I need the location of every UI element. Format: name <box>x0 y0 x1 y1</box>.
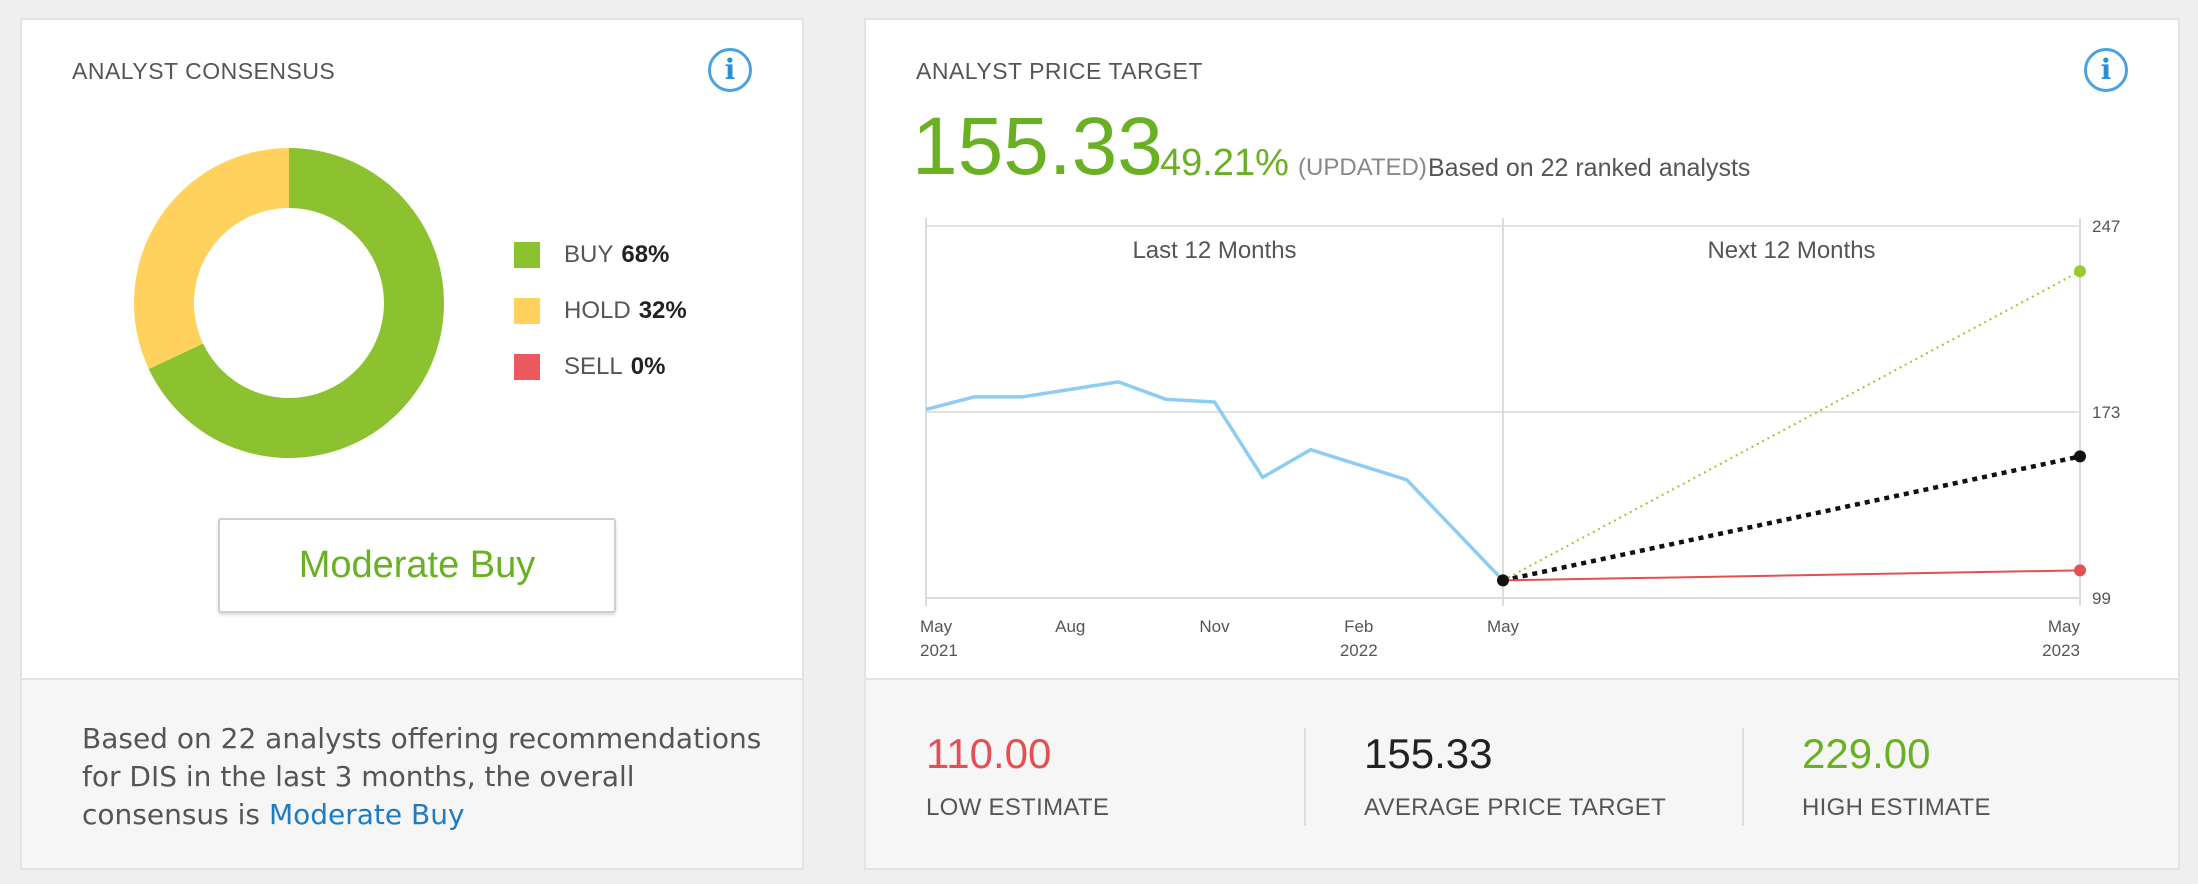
high-estimate-label: HIGH ESTIMATE <box>1802 794 1991 821</box>
legend-value-hold: 32% <box>638 297 687 324</box>
legend-item-buy: BUY 68% <box>514 240 669 270</box>
x-tick-year: 2021 <box>920 641 958 660</box>
info-icon[interactable]: i <box>708 48 752 92</box>
hold-swatch <box>514 298 540 324</box>
forecast-point-high <box>2074 265 2086 278</box>
donut-slice-buy <box>148 148 444 458</box>
estimate-divider <box>1304 728 1306 826</box>
current-price-point <box>1497 574 1509 587</box>
info-icon[interactable]: i <box>2084 48 2128 92</box>
forecast-line-average <box>1502 454 2081 583</box>
legend-label-buy: BUY <box>564 241 614 268</box>
average-estimate: 155.33 AVERAGE PRICE TARGET <box>1364 730 1666 822</box>
analyst-count-text: Based on 22 ranked analysts <box>1428 154 1751 182</box>
price-target-upside: 49.21% <box>1160 142 1289 184</box>
legend-item-hold: HOLD 32% <box>514 296 687 326</box>
low-estimate: 110.00 LOW ESTIMATE <box>926 730 1109 822</box>
price-target-footer <box>866 678 2178 868</box>
consensus-donut-chart <box>134 148 444 458</box>
estimate-divider <box>1742 728 1744 826</box>
forecast-line-high <box>1502 270 2081 582</box>
consensus-rating-link[interactable]: Moderate Buy <box>268 798 465 831</box>
y-tick-label: 247 <box>2092 217 2120 236</box>
consensus-footer: Based on 22 analysts offering recommenda… <box>22 678 802 868</box>
low-estimate-label: LOW ESTIMATE <box>926 794 1110 821</box>
buy-swatch <box>514 242 540 268</box>
x-tick-month: Aug <box>1055 617 1085 636</box>
consensus-summary: Based on 22 analysts offering recommenda… <box>82 720 762 834</box>
forecast-point-low <box>2074 564 2086 577</box>
y-tick-label: 173 <box>2092 403 2120 422</box>
x-tick-month: May <box>2048 617 2081 636</box>
legend-label-hold: HOLD <box>564 297 631 324</box>
average-estimate-label: AVERAGE PRICE TARGET <box>1364 794 1667 821</box>
average-estimate-value: 155.33 <box>1364 730 1493 777</box>
consensus-rating-button[interactable]: Moderate Buy <box>218 518 616 613</box>
high-estimate: 229.00 HIGH ESTIMATE <box>1802 730 1991 822</box>
x-tick-month: Nov <box>1199 617 1230 636</box>
x-tick-month: May <box>1487 617 1520 636</box>
price-target-chart: Last 12 Months Next 12 Months 99 173 247 May 2… <box>920 217 2120 660</box>
updated-label: (UPDATED) <box>1298 154 1427 181</box>
consensus-title: ANALYST CONSENSUS <box>72 58 336 84</box>
analyst-consensus-card: ANALYST CONSENSUS i BUY 68% HOLD 32% SEL… <box>20 18 804 870</box>
legend-value-sell: 0% <box>630 353 666 380</box>
low-estimate-value: 110.00 <box>926 730 1052 777</box>
consensus-summary-text: Based on 22 analysts offering recommenda… <box>82 722 762 831</box>
price-target-title: ANALYST PRICE TARGET <box>916 58 1203 84</box>
high-estimate-value: 229.00 <box>1802 730 1931 777</box>
forecast-point-average <box>2074 450 2086 463</box>
price-history-line <box>925 380 1505 582</box>
forecast-line-low <box>1502 569 2081 582</box>
x-tick-month: Feb <box>1344 617 1373 636</box>
sell-swatch <box>514 354 540 380</box>
legend-label-sell: SELL <box>564 353 623 380</box>
average-price-target: 155.33 <box>912 101 1163 192</box>
legend-item-sell: SELL 0% <box>514 352 665 382</box>
x-tick-year: 2023 <box>2042 641 2080 660</box>
donut-slice-hold <box>134 148 289 369</box>
y-tick-label: 99 <box>2092 589 2111 608</box>
section-label-last-12-months: Last 12 Months <box>1132 237 1296 264</box>
section-label-next-12-months: Next 12 Months <box>1707 237 1875 264</box>
analyst-price-target-card: ANALYST PRICE TARGET i 155.33 49.21% (UP… <box>864 18 2180 870</box>
x-tick-year: 2022 <box>1340 641 1378 660</box>
legend-value-buy: 68% <box>621 241 670 268</box>
x-tick-month: May <box>920 617 953 636</box>
